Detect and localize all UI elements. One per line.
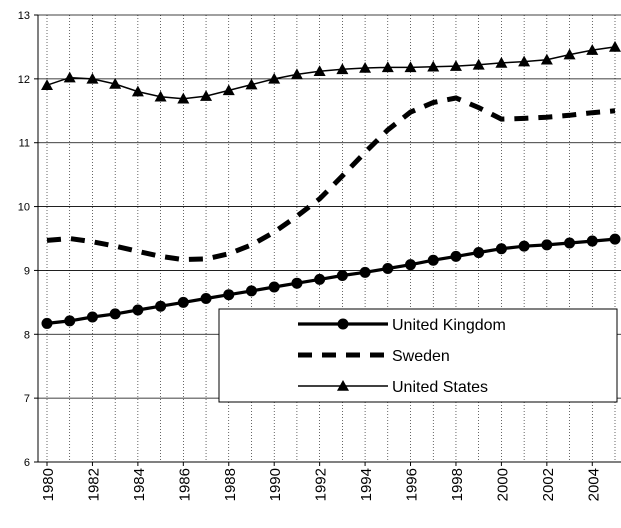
point-united-kingdom-1982	[86, 311, 98, 323]
point-united-states-1992	[313, 65, 326, 76]
x-tick-label-1988: 1988	[222, 468, 239, 501]
point-united-kingdom-1999	[473, 247, 485, 259]
point-united-kingdom-2002	[541, 239, 553, 251]
point-united-kingdom-2001	[518, 240, 530, 252]
point-united-kingdom-2004	[586, 235, 598, 247]
series	[41, 40, 621, 329]
point-united-kingdom-1989	[245, 285, 257, 297]
legend-item-united-kingdom: United Kingdom	[298, 317, 506, 334]
x-tick-label-2004: 2004	[585, 468, 602, 501]
x-tick-label-1998: 1998	[449, 468, 466, 501]
point-united-kingdom-2003	[564, 237, 576, 249]
point-united-states-1997	[427, 60, 440, 72]
point-united-states-1984	[131, 85, 144, 97]
x-tick-label-2002: 2002	[540, 468, 557, 501]
y-tick-label-10: 10	[18, 202, 30, 214]
point-united-kingdom-2000	[495, 243, 507, 255]
point-united-kingdom-1983	[109, 308, 121, 320]
point-united-kingdom-1985	[155, 300, 167, 312]
x-tick-label-1990: 1990	[267, 468, 284, 501]
point-united-kingdom-1990	[268, 281, 280, 293]
point-united-kingdom-1984	[132, 304, 144, 316]
legend-label: United States	[392, 379, 488, 396]
series-line-sweden	[46, 95, 616, 263]
y-tick-label-11: 11	[19, 138, 30, 150]
series-sweden	[46, 95, 616, 263]
point-united-kingdom-2005	[609, 233, 621, 245]
point-united-states-1987	[200, 90, 213, 101]
point-united-states-1980	[41, 79, 53, 91]
legend-box	[218, 308, 618, 403]
point-united-states-2001	[518, 55, 531, 67]
point-united-kingdom-1991	[291, 277, 303, 289]
series-united-states	[41, 40, 621, 104]
point-united-kingdom-1980	[41, 317, 53, 329]
point-united-states-2000	[495, 56, 508, 68]
x-tick-label-1994: 1994	[358, 468, 375, 501]
point-united-states-1996	[404, 61, 417, 73]
x-tick-label-1982: 1982	[85, 468, 102, 501]
point-united-states-1988	[222, 84, 235, 96]
legend-item-sweden: Sweden	[298, 348, 450, 365]
point-united-states-2002	[540, 53, 553, 65]
point-united-states-1994	[359, 62, 372, 73]
point-united-states-1989	[245, 78, 258, 90]
point-united-states-2005	[609, 40, 621, 52]
x-tick-label-1996: 1996	[404, 468, 421, 501]
legend-label: Sweden	[392, 348, 450, 365]
axes	[34, 14, 621, 466]
point-united-states-1998	[449, 60, 462, 71]
x-tick-labels: 1980 1982 1984 1986 1988 1990 1992 1994 1996 1998…	[40, 468, 602, 501]
y-tick-label-13: 13	[18, 10, 30, 22]
point-united-states-1999	[472, 58, 485, 70]
y-tick-label-12: 12	[18, 74, 30, 86]
x-tick-label-1980: 1980	[40, 468, 57, 501]
y-tick-label-7: 7	[24, 393, 30, 405]
y-tick-label-6: 6	[24, 457, 30, 469]
point-united-kingdom-1995	[382, 263, 394, 275]
point-united-kingdom-1981	[64, 315, 76, 327]
point-united-kingdom-1998	[450, 250, 462, 262]
point-united-states-1990	[268, 72, 281, 84]
series-line-united-states	[46, 46, 616, 100]
y-tick-label-9: 9	[24, 265, 30, 277]
legend-item-united-states: United States	[298, 379, 488, 396]
point-united-states-1991	[290, 68, 303, 80]
legend-swatch-marker	[337, 380, 349, 391]
point-united-states-1993	[336, 63, 349, 75]
legend-label: United Kingdom	[392, 317, 506, 334]
point-united-kingdom-1988	[223, 289, 235, 301]
point-united-states-1995	[381, 61, 394, 73]
legend: United Kingdom Sweden United States	[218, 308, 618, 403]
point-united-states-1983	[109, 77, 122, 89]
x-tick-label-1984: 1984	[131, 468, 148, 501]
point-united-kingdom-1997	[427, 254, 439, 266]
point-united-states-2004	[586, 44, 599, 55]
point-united-kingdom-1992	[314, 273, 326, 285]
point-united-states-1982	[86, 72, 99, 84]
point-united-states-1985	[154, 90, 167, 102]
x-tick-label-1992: 1992	[313, 468, 330, 501]
point-united-kingdom-1994	[359, 266, 371, 278]
legend-swatch-marker	[337, 318, 349, 330]
y-tick-label-8: 8	[24, 329, 30, 341]
point-united-states-1981	[63, 71, 76, 83]
point-united-kingdom-1996	[405, 259, 417, 271]
point-united-kingdom-1986	[177, 296, 189, 308]
point-united-kingdom-1987	[200, 293, 212, 305]
series-united-kingdom	[41, 233, 621, 329]
y-tick-labels: 6 7 8 9 10 11 12 13	[18, 10, 30, 469]
point-united-kingdom-1993	[336, 270, 348, 282]
point-united-states-1986	[177, 92, 190, 104]
x-tick-label-1986: 1986	[176, 468, 193, 501]
point-united-states-2003	[563, 48, 576, 60]
x-tick-label-2000: 2000	[494, 468, 511, 501]
